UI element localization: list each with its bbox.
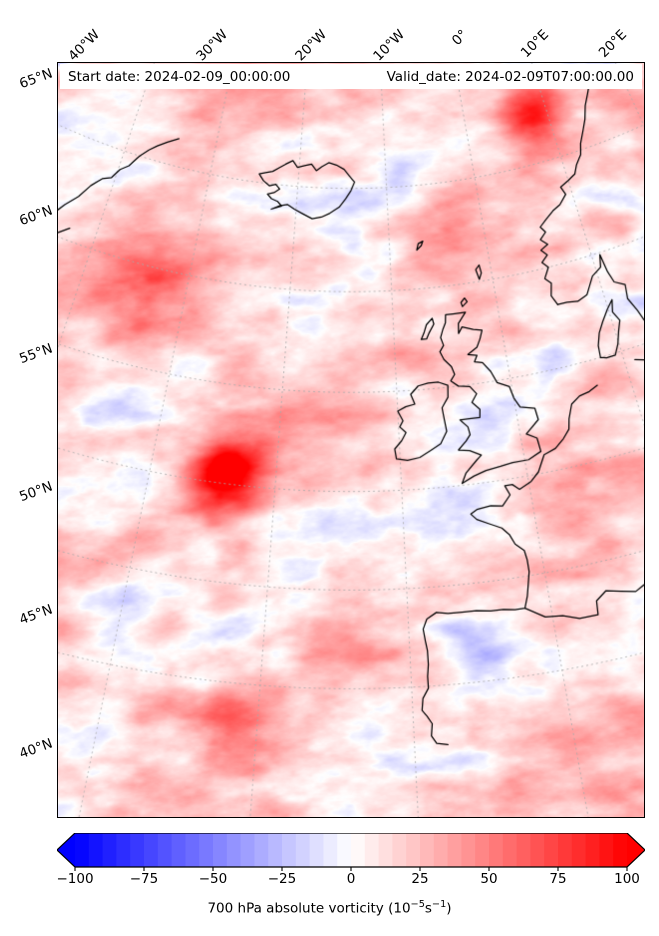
colorbar-segment xyxy=(378,833,393,867)
colorbar-segment xyxy=(185,833,200,867)
start-date-label: Start date: 2024-02-09_00:00:00 xyxy=(68,68,291,85)
colorbar-extend-high xyxy=(627,833,645,867)
colorbar-segment xyxy=(516,833,531,867)
lat-tick-3: 50°N xyxy=(17,478,55,506)
colorbar-segment xyxy=(502,833,518,867)
colorbar-segment xyxy=(337,833,352,867)
colorbar-label-exp1: −5 xyxy=(410,899,425,910)
colorbar-label-exp2: −1 xyxy=(431,899,447,910)
colorbar-segment xyxy=(144,833,159,867)
colorbar-segment xyxy=(475,833,490,867)
colorbar-segment xyxy=(364,833,380,867)
lat-tick-0: 65°N xyxy=(17,65,55,93)
colorbar-segment xyxy=(116,833,131,867)
colorbar-segment xyxy=(102,833,117,867)
colorbar-segment xyxy=(88,833,104,867)
colorbar-tick-4: 0 xyxy=(346,871,356,887)
colorbar-label-text: 700 hPa absolute vorticity (10 xyxy=(207,900,411,917)
colorbar-segment xyxy=(406,833,421,867)
colorbar-segment xyxy=(392,833,407,867)
colorbar-segment xyxy=(130,833,145,867)
lat-tick-4: 45°N xyxy=(17,601,55,629)
colorbar-tick-5: 25 xyxy=(411,871,429,887)
colorbar-tick-8: 100 xyxy=(614,871,640,887)
valid-date-label: Valid_date: 2024-02-09T07:00:00.00 xyxy=(386,68,634,85)
lat-tick-5: 40°N xyxy=(17,735,55,763)
colorbar-segment xyxy=(599,833,614,867)
colorbar-tick-6: 50 xyxy=(480,871,498,887)
coastlines xyxy=(58,63,644,817)
colorbar-segment xyxy=(323,833,338,867)
colorbar-segment xyxy=(613,833,628,867)
map-axes xyxy=(57,62,645,818)
colorbar-segment xyxy=(420,833,435,867)
colorbar-segment xyxy=(461,833,476,867)
colorbar-segment xyxy=(351,833,366,867)
colorbar-segment xyxy=(489,833,504,867)
colorbar-segment xyxy=(544,833,559,867)
colorbar-axis-label: 700 hPa absolute vorticity (10−5s−1) xyxy=(0,899,659,917)
colorbar-segment xyxy=(240,833,255,867)
colorbar-tick-1: −75 xyxy=(129,871,159,887)
colorbar-segment xyxy=(530,833,545,867)
colorbar-segment xyxy=(213,833,228,867)
colorbar-segment xyxy=(558,833,573,867)
colorbar-label-mid: s xyxy=(424,900,432,917)
colorbar-segment xyxy=(282,833,297,867)
colorbar-segment xyxy=(75,833,90,867)
colorbar-segment xyxy=(268,833,283,867)
colorbar-extend-low xyxy=(57,833,75,867)
colorbar-segment xyxy=(171,833,186,867)
colorbar-segment xyxy=(157,833,173,867)
colorbar-tick-0: −100 xyxy=(56,871,94,887)
date-banner: Start date: 2024-02-09_00:00:00 Valid_da… xyxy=(60,64,642,89)
colorbar: −100 −75 −50 −25 0 25 50 75 100 xyxy=(56,833,645,887)
colorbar-segment xyxy=(447,833,462,867)
colorbar-segment xyxy=(199,833,214,867)
colorbar-segment xyxy=(433,833,449,867)
colorbar-segment xyxy=(226,833,242,867)
colorbar-tick-2: −50 xyxy=(198,871,228,887)
lat-tick-2: 55°N xyxy=(17,340,55,368)
colorbar-segment xyxy=(309,833,324,867)
colorbar-tick-7: 75 xyxy=(549,871,567,887)
colorbar-tick-3: −25 xyxy=(267,871,297,887)
lat-tick-1: 60°N xyxy=(17,202,55,230)
colorbar-segment xyxy=(585,833,600,867)
colorbar-label-end: ) xyxy=(446,900,452,917)
colorbar-segment xyxy=(254,833,269,867)
colorbar-segment xyxy=(571,833,587,867)
colorbar-segment xyxy=(295,833,311,867)
